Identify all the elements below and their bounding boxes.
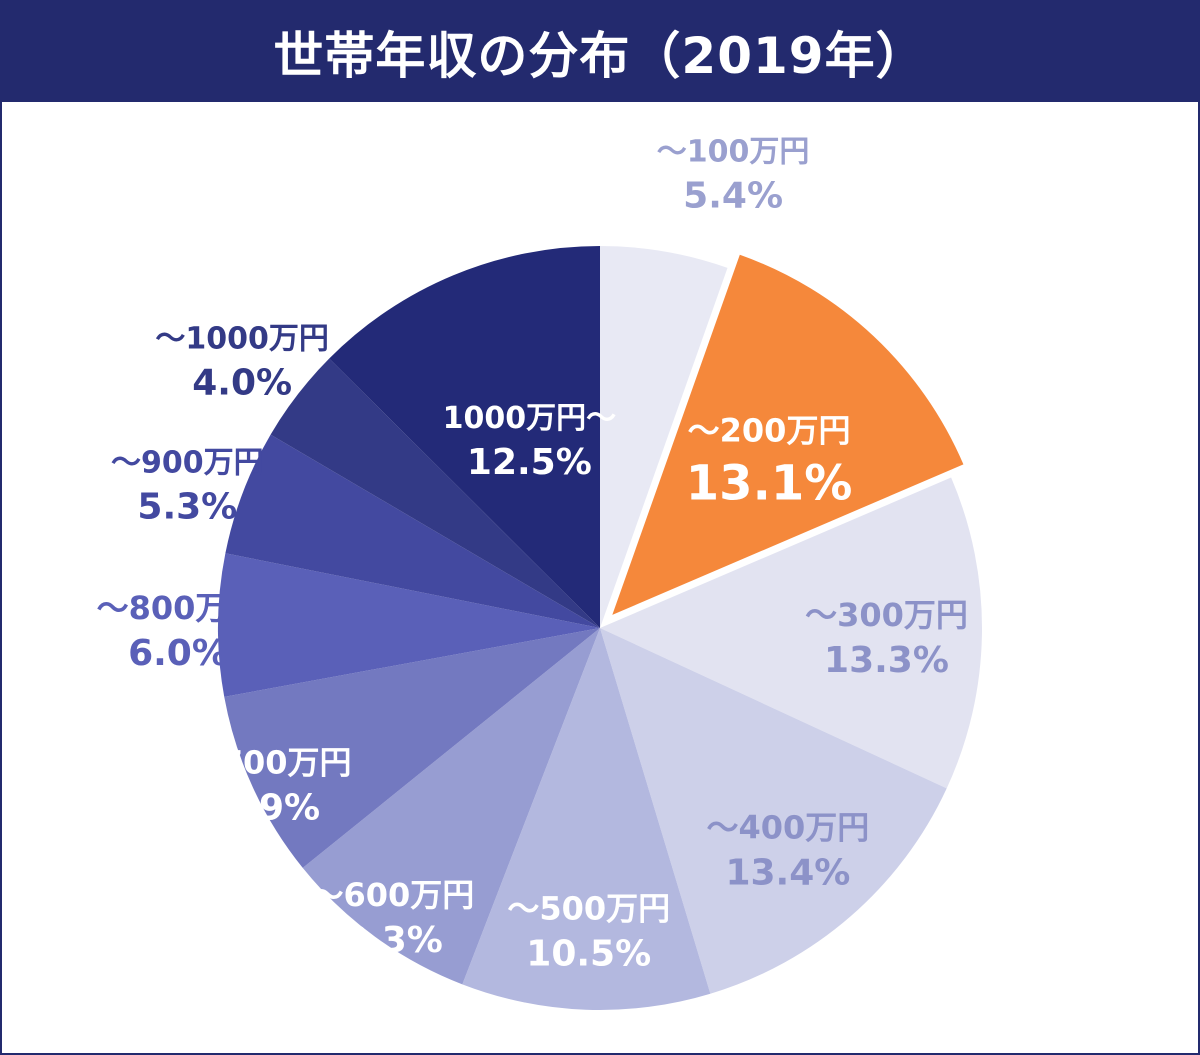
title-bar: 世帯年収の分布（2019年）: [2, 2, 1198, 102]
slice-label-5: ～600万円: [311, 876, 474, 914]
pie-slice-10: [329, 246, 600, 628]
slice-label-10: 1000万円～: [443, 401, 617, 436]
slice-label-8: ～900万円: [111, 445, 264, 480]
slice-value-4: 10.5%: [526, 934, 651, 975]
pie-slice-6: [224, 628, 600, 868]
slice-value-5: 8.3%: [343, 920, 443, 961]
slice-label-2: ～300万円: [805, 596, 968, 634]
slice-value-1: 13.1%: [686, 456, 853, 512]
slice-value-10: 12.5%: [467, 442, 592, 483]
slice-value-8: 5.3%: [137, 486, 237, 527]
pie-slice-5: [302, 628, 600, 985]
chart-title: 世帯年収の分布（2019年）: [273, 27, 927, 85]
pie-slice-0: [600, 246, 728, 628]
slice-label-4: ～500万円: [507, 890, 670, 928]
slice-label-1: ～200万円: [688, 412, 851, 450]
slice-label-3: ～400万円: [706, 808, 869, 846]
slice-value-9: 4.0%: [192, 363, 292, 404]
slice-value-6: 7.9%: [220, 787, 320, 828]
slice-label-9: ～1000万円: [155, 322, 329, 357]
pie-slice-1: [612, 254, 964, 615]
slice-label-7: ～800万円: [97, 589, 260, 627]
slice-value-0: 5.4%: [683, 176, 783, 217]
pie-slice-8: [225, 434, 600, 628]
pie-slice-4: [462, 628, 711, 1011]
pie-slice-2: [600, 477, 982, 789]
slice-label-0: ～100万円: [657, 135, 810, 170]
slice-value-2: 13.3%: [824, 640, 949, 681]
slice-label-6: ～700万円: [189, 743, 352, 781]
pie-slice-9: [270, 358, 600, 628]
slice-value-7: 6.0%: [128, 633, 228, 674]
slice-value-3: 13.4%: [725, 852, 850, 893]
pie-slice-3: [600, 628, 947, 994]
pie-slice-7: [218, 553, 600, 697]
